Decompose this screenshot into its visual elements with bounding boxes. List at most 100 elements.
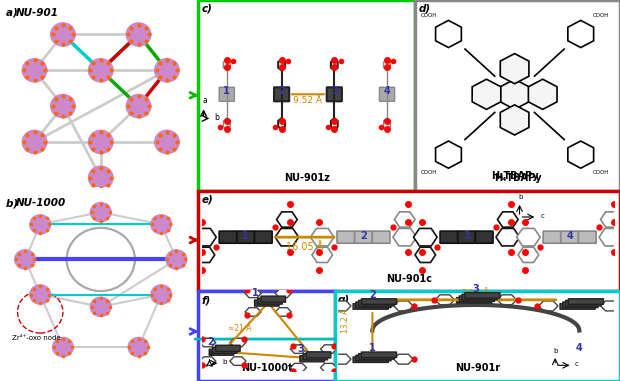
Circle shape [51,23,75,46]
Text: COOH: COOH [592,13,609,18]
Circle shape [151,215,172,234]
FancyBboxPatch shape [379,87,394,101]
FancyBboxPatch shape [440,231,458,243]
Text: c: c [540,213,544,219]
FancyBboxPatch shape [543,231,560,243]
Text: 3: 3 [298,344,304,354]
Circle shape [128,338,149,357]
Text: a: a [208,350,213,356]
Circle shape [126,94,151,118]
FancyBboxPatch shape [213,347,237,353]
Polygon shape [436,21,461,48]
Text: NU-901c: NU-901c [386,274,432,284]
FancyBboxPatch shape [465,293,500,298]
FancyBboxPatch shape [361,352,397,357]
Text: H₄TBAPy: H₄TBAPy [494,173,541,183]
FancyBboxPatch shape [303,354,327,360]
FancyBboxPatch shape [258,298,282,304]
Polygon shape [568,141,593,168]
Text: e): e) [202,194,213,204]
FancyBboxPatch shape [254,231,272,243]
Text: Zr⁴⁺-oxo node: Zr⁴⁺-oxo node [12,335,61,341]
Text: 2: 2 [278,86,285,96]
FancyBboxPatch shape [578,231,596,243]
FancyBboxPatch shape [300,356,324,362]
FancyBboxPatch shape [219,231,237,243]
FancyBboxPatch shape [476,231,493,243]
FancyBboxPatch shape [560,304,595,309]
Polygon shape [568,21,593,48]
Text: b: b [518,194,523,200]
FancyBboxPatch shape [358,300,394,306]
FancyBboxPatch shape [355,231,372,243]
Circle shape [22,59,47,82]
Text: 1: 1 [252,288,259,298]
Circle shape [30,285,51,304]
Text: NU-1000t: NU-1000t [241,363,293,373]
Text: 3: 3 [472,283,479,294]
Text: 2: 2 [207,337,213,347]
Text: NU-901r: NU-901r [455,363,500,373]
FancyBboxPatch shape [560,231,578,243]
FancyBboxPatch shape [219,87,234,101]
FancyBboxPatch shape [353,304,388,309]
Text: ≈21 Å: ≈21 Å [228,323,252,333]
Text: b: b [214,113,219,122]
FancyBboxPatch shape [356,355,391,361]
Text: COOH: COOH [420,170,437,175]
Polygon shape [500,105,529,135]
Circle shape [51,94,75,118]
Text: b: b [554,348,558,354]
Text: 2: 2 [369,290,376,300]
FancyBboxPatch shape [361,299,397,304]
Text: b: b [223,359,227,365]
FancyBboxPatch shape [459,296,495,301]
Text: d): d) [418,4,431,14]
FancyBboxPatch shape [456,298,492,303]
Text: 9.52 Å: 9.52 Å [293,96,322,105]
FancyBboxPatch shape [565,300,601,306]
Text: 13.2 Å: 13.2 Å [342,308,350,333]
Text: g): g) [338,295,350,305]
Polygon shape [500,54,529,84]
Text: COOH: COOH [420,13,437,18]
Text: NU-1000: NU-1000 [16,198,66,208]
Text: 36.6 Å: 36.6 Å [463,289,489,298]
Bar [198,291,335,381]
Text: 4: 4 [566,231,573,241]
Text: NU-901: NU-901 [16,8,58,18]
Polygon shape [500,79,529,109]
Polygon shape [436,141,461,168]
Text: a): a) [6,8,22,18]
Circle shape [89,59,113,82]
Circle shape [91,203,111,222]
FancyBboxPatch shape [458,231,476,243]
Polygon shape [528,79,557,109]
Circle shape [15,250,35,269]
Bar [415,0,620,190]
FancyBboxPatch shape [327,87,342,101]
FancyBboxPatch shape [353,357,388,362]
Text: NU-901z: NU-901z [284,173,330,183]
FancyBboxPatch shape [337,231,355,243]
Text: a: a [203,96,207,105]
FancyBboxPatch shape [237,231,254,243]
Bar [198,0,415,190]
Polygon shape [472,79,501,109]
Text: 2: 2 [360,231,367,241]
Circle shape [151,285,172,304]
Text: H₄TBAPy: H₄TBAPy [491,171,538,181]
Text: b): b) [6,198,22,208]
FancyBboxPatch shape [563,302,598,307]
Text: 3: 3 [331,86,338,96]
Text: 4: 4 [384,86,391,96]
Text: c: c [574,361,578,367]
Circle shape [67,228,135,291]
FancyBboxPatch shape [255,300,279,306]
Circle shape [53,338,73,357]
Bar [198,190,620,291]
FancyBboxPatch shape [372,231,390,243]
FancyBboxPatch shape [358,354,394,359]
Circle shape [22,130,47,154]
Text: f): f) [202,295,211,305]
